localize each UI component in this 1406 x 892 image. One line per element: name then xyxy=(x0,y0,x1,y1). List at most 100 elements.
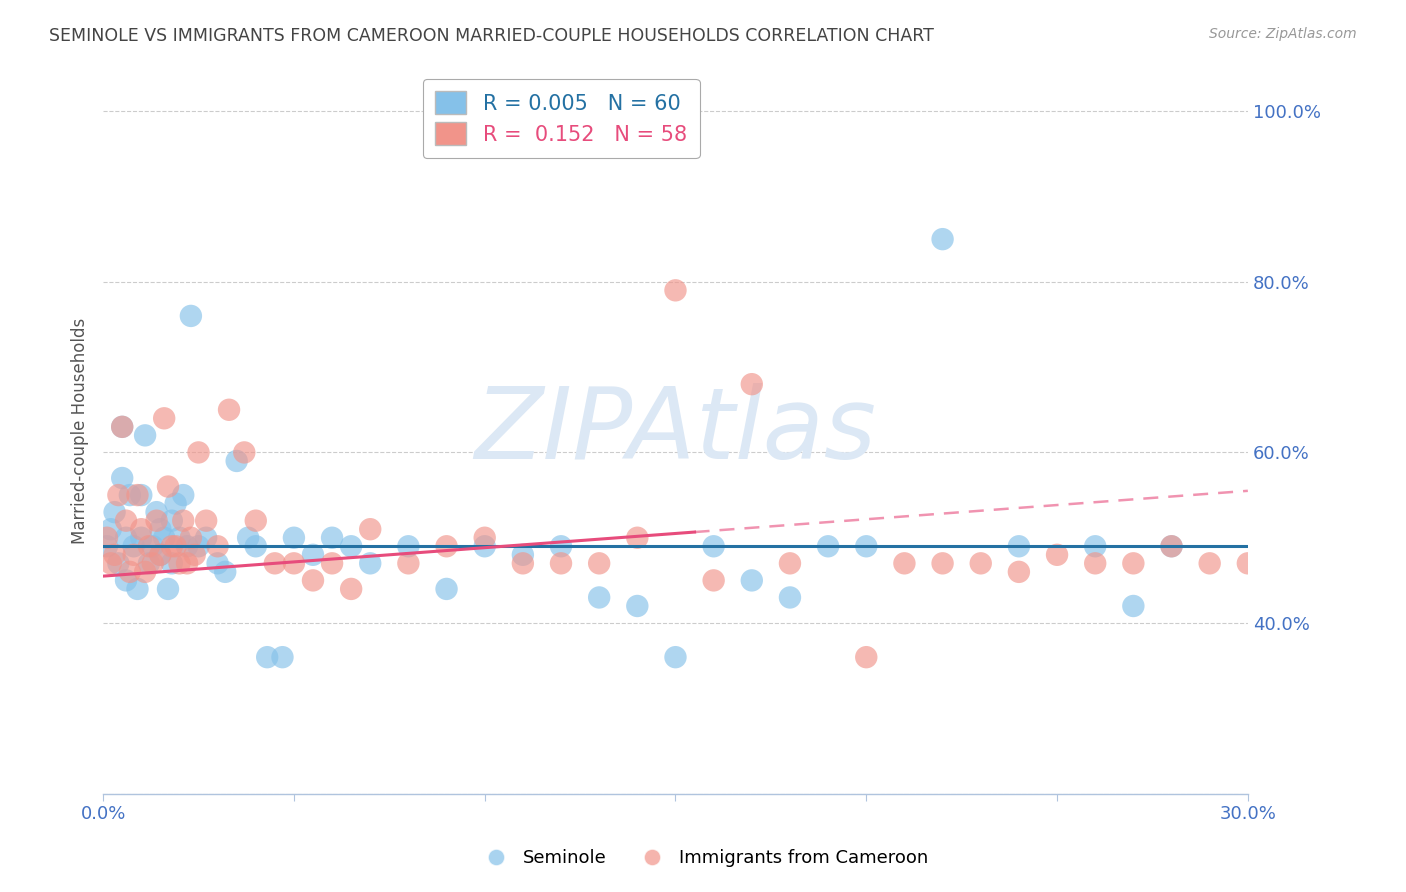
Point xyxy=(855,539,877,553)
Text: ZIPAtlas: ZIPAtlas xyxy=(474,383,876,480)
Point xyxy=(127,582,149,596)
Point xyxy=(96,539,118,553)
Point xyxy=(183,548,205,562)
Point xyxy=(245,539,267,553)
Legend: Seminole, Immigrants from Cameroon: Seminole, Immigrants from Cameroon xyxy=(471,842,935,874)
Point xyxy=(741,574,763,588)
Text: SEMINOLE VS IMMIGRANTS FROM CAMEROON MARRIED-COUPLE HOUSEHOLDS CORRELATION CHART: SEMINOLE VS IMMIGRANTS FROM CAMEROON MAR… xyxy=(49,27,934,45)
Point xyxy=(512,548,534,562)
Point xyxy=(134,565,156,579)
Point xyxy=(588,591,610,605)
Point xyxy=(153,411,176,425)
Point xyxy=(145,505,167,519)
Point xyxy=(256,650,278,665)
Point xyxy=(127,488,149,502)
Point xyxy=(436,539,458,553)
Point xyxy=(779,557,801,571)
Point xyxy=(741,377,763,392)
Point xyxy=(165,497,187,511)
Point xyxy=(1160,539,1182,553)
Point xyxy=(207,539,229,553)
Point xyxy=(176,557,198,571)
Point xyxy=(302,548,325,562)
Point xyxy=(218,402,240,417)
Point xyxy=(122,548,145,562)
Point xyxy=(1198,557,1220,571)
Point xyxy=(160,514,183,528)
Point xyxy=(138,539,160,553)
Point xyxy=(111,471,134,485)
Point xyxy=(359,522,381,536)
Point xyxy=(165,539,187,553)
Point xyxy=(1122,557,1144,571)
Point xyxy=(550,557,572,571)
Point xyxy=(1160,539,1182,553)
Point xyxy=(156,582,179,596)
Point xyxy=(115,514,138,528)
Point xyxy=(153,531,176,545)
Legend: R = 0.005   N = 60, R =  0.152   N = 58: R = 0.005 N = 60, R = 0.152 N = 58 xyxy=(423,78,700,158)
Point xyxy=(474,539,496,553)
Point xyxy=(180,309,202,323)
Point xyxy=(129,488,152,502)
Point xyxy=(118,488,141,502)
Point xyxy=(263,557,285,571)
Point xyxy=(359,557,381,571)
Point xyxy=(321,531,343,545)
Point xyxy=(1122,599,1144,613)
Point xyxy=(779,591,801,605)
Point xyxy=(970,557,993,571)
Point xyxy=(169,557,191,571)
Point xyxy=(1084,557,1107,571)
Point xyxy=(187,539,209,553)
Point xyxy=(145,514,167,528)
Point xyxy=(626,599,648,613)
Point xyxy=(214,565,236,579)
Point xyxy=(474,531,496,545)
Point xyxy=(176,539,198,553)
Point xyxy=(396,557,419,571)
Point xyxy=(703,574,725,588)
Point xyxy=(122,539,145,553)
Point xyxy=(103,505,125,519)
Point xyxy=(160,557,183,571)
Point xyxy=(172,488,194,502)
Point xyxy=(1008,565,1031,579)
Point xyxy=(1237,557,1260,571)
Point xyxy=(129,531,152,545)
Point xyxy=(1046,548,1069,562)
Point xyxy=(321,557,343,571)
Point xyxy=(931,232,953,246)
Point xyxy=(664,283,686,297)
Point xyxy=(129,522,152,536)
Point xyxy=(118,565,141,579)
Point xyxy=(207,557,229,571)
Point xyxy=(187,445,209,459)
Point xyxy=(160,539,183,553)
Point xyxy=(107,557,129,571)
Point xyxy=(283,531,305,545)
Point xyxy=(817,539,839,553)
Y-axis label: Married-couple Households: Married-couple Households xyxy=(72,318,89,544)
Point xyxy=(107,488,129,502)
Point xyxy=(1008,539,1031,553)
Point xyxy=(103,548,125,562)
Point xyxy=(283,557,305,571)
Point xyxy=(195,514,218,528)
Point xyxy=(703,539,725,553)
Point xyxy=(931,557,953,571)
Point xyxy=(100,522,122,536)
Point xyxy=(142,539,165,553)
Point xyxy=(142,557,165,571)
Point xyxy=(172,514,194,528)
Point xyxy=(225,454,247,468)
Point xyxy=(169,531,191,545)
Point xyxy=(855,650,877,665)
Point xyxy=(340,539,363,553)
Point xyxy=(245,514,267,528)
Point xyxy=(134,428,156,442)
Text: Source: ZipAtlas.com: Source: ZipAtlas.com xyxy=(1209,27,1357,41)
Point xyxy=(588,557,610,571)
Point xyxy=(180,531,202,545)
Point xyxy=(156,479,179,493)
